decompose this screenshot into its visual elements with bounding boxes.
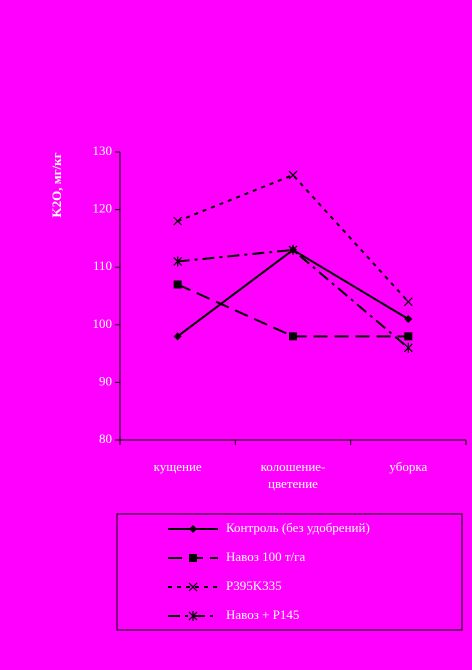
y-tick-label: 100 [93, 316, 113, 331]
legend-label: Навоз 100 т/га [226, 549, 305, 564]
point [403, 342, 413, 353]
x-tick-label: уборка [389, 459, 428, 474]
y-tick-label: 120 [93, 201, 113, 216]
point [403, 297, 413, 307]
legend [116, 513, 463, 631]
y-axis-label: K2O, мг/кг [49, 152, 64, 217]
point [288, 244, 298, 255]
y-tick-label: 90 [99, 373, 112, 388]
y-tick-label: 130 [93, 143, 113, 158]
point [288, 170, 298, 180]
legend-marker [188, 611, 198, 621]
legend-marker [188, 582, 198, 592]
point [173, 216, 183, 226]
x-tick-label: колошение-цветение [260, 459, 326, 491]
legend-label: Навоз + P145 [226, 607, 299, 622]
point [404, 332, 413, 341]
point [289, 332, 297, 341]
legend-marker [189, 554, 197, 562]
x-tick-label: кущение [153, 459, 202, 474]
y-tick-label: 80 [99, 431, 112, 446]
legend-marker [189, 525, 197, 533]
point [173, 332, 182, 341]
legend-label: Контроль (без удобрений) [226, 520, 370, 535]
y-tick-label: 110 [93, 258, 112, 273]
point [404, 315, 413, 324]
point [173, 280, 182, 289]
point [173, 256, 183, 267]
legend-label: P395K335 [226, 578, 282, 593]
